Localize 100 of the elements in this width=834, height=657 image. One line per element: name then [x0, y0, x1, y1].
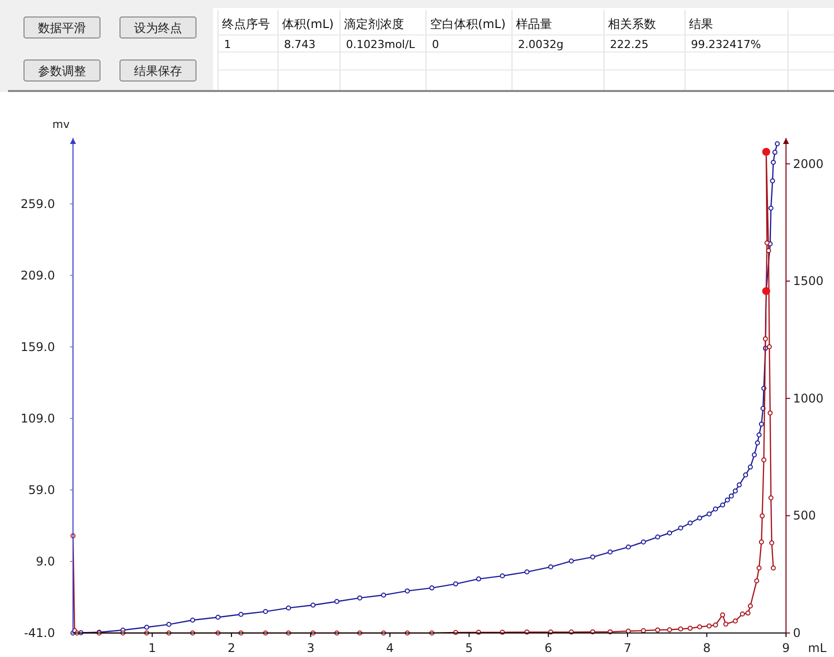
point — [720, 502, 726, 508]
point — [688, 520, 693, 526]
text: 2.0032g — [518, 38, 564, 51]
text: 1 — [224, 38, 231, 51]
point — [756, 566, 762, 571]
x-tick-label: 7 — [624, 641, 632, 655]
y2-tick-label: 500 — [793, 508, 816, 523]
x-tick-label: 5 — [465, 641, 473, 655]
y-tick-label: 159.0 — [20, 340, 55, 354]
point — [770, 160, 776, 165]
text: 99.232417% — [691, 38, 761, 51]
point — [166, 622, 172, 627]
button: 数据平滑 — [24, 16, 100, 38]
point — [724, 497, 730, 502]
point — [768, 410, 773, 416]
y-tick-label: 109.0 — [20, 411, 55, 426]
point — [761, 457, 766, 462]
point — [286, 605, 291, 610]
point — [772, 150, 778, 155]
point — [770, 566, 776, 571]
point — [764, 240, 770, 246]
category-label: 样品量 — [516, 17, 552, 31]
point — [144, 624, 150, 630]
point — [404, 588, 410, 594]
point — [590, 554, 596, 560]
x-tick-label: 4 — [386, 641, 394, 655]
x-tick-label: 8 — [702, 641, 711, 655]
y-axis-title: mv — [52, 118, 70, 131]
point — [748, 464, 753, 470]
button: 参数调整 — [24, 60, 100, 82]
y-tick-label: 9.0 — [36, 554, 55, 568]
point — [310, 602, 316, 608]
point — [732, 488, 738, 494]
point — [769, 540, 774, 546]
point — [688, 626, 693, 631]
y-tick-label: 59.0 — [28, 482, 55, 497]
point — [712, 506, 718, 512]
point — [706, 623, 712, 628]
point — [429, 585, 434, 590]
point — [712, 622, 718, 628]
point — [758, 422, 764, 427]
point — [728, 493, 734, 498]
x-tick-label: 1 — [148, 641, 156, 655]
point — [736, 482, 742, 488]
text: 0 — [432, 38, 439, 51]
point — [740, 612, 745, 616]
point — [766, 248, 772, 254]
point — [768, 206, 774, 211]
category-label: 相关系数 — [608, 17, 656, 31]
point — [752, 452, 757, 458]
point — [697, 624, 702, 630]
point — [667, 627, 672, 632]
point — [215, 614, 220, 620]
point — [500, 573, 505, 578]
category-label: 结果 — [689, 17, 713, 31]
x-tick-label: 3 — [306, 641, 314, 655]
point — [754, 440, 760, 446]
x-axis-title: mL — [808, 641, 827, 655]
button: 结果保存 — [120, 60, 196, 82]
point — [743, 472, 748, 478]
point — [706, 511, 712, 516]
point — [655, 627, 660, 632]
point — [745, 610, 750, 616]
y-tick-label: 209.0 — [20, 268, 55, 282]
point — [667, 530, 672, 536]
point — [524, 569, 530, 574]
point — [748, 604, 753, 609]
point — [678, 626, 684, 632]
text: 222.25 — [610, 38, 648, 51]
point — [453, 581, 458, 586]
text: 0.1023mol/L — [346, 38, 415, 51]
point — [568, 558, 574, 564]
point — [190, 618, 196, 623]
point — [678, 525, 684, 530]
point — [238, 612, 244, 617]
category-label: 滴定剂浓度 — [344, 17, 404, 31]
x-tick-label: 2 — [228, 641, 236, 655]
point — [768, 495, 774, 500]
y2-tick-label: 1000 — [793, 391, 824, 406]
y2-tick-label: 2000 — [793, 156, 824, 171]
point — [732, 618, 738, 624]
point — [655, 534, 660, 540]
point — [357, 595, 362, 600]
category-label: 体积(mL) — [282, 17, 334, 31]
point — [766, 344, 772, 350]
point — [608, 550, 613, 555]
x-tick-label: 6 — [544, 641, 552, 655]
point — [697, 515, 702, 520]
category-label: 空白体积(mL) — [430, 17, 506, 31]
point — [626, 544, 631, 550]
point — [720, 612, 726, 618]
point — [334, 599, 340, 604]
y2-tick-label: 1500 — [793, 274, 824, 288]
point — [381, 592, 386, 598]
point — [476, 576, 482, 582]
x-tick-label: 9 — [782, 641, 790, 655]
category-label: 终点序号 — [222, 17, 270, 31]
point — [774, 141, 780, 146]
point — [754, 578, 760, 584]
point — [263, 609, 268, 614]
